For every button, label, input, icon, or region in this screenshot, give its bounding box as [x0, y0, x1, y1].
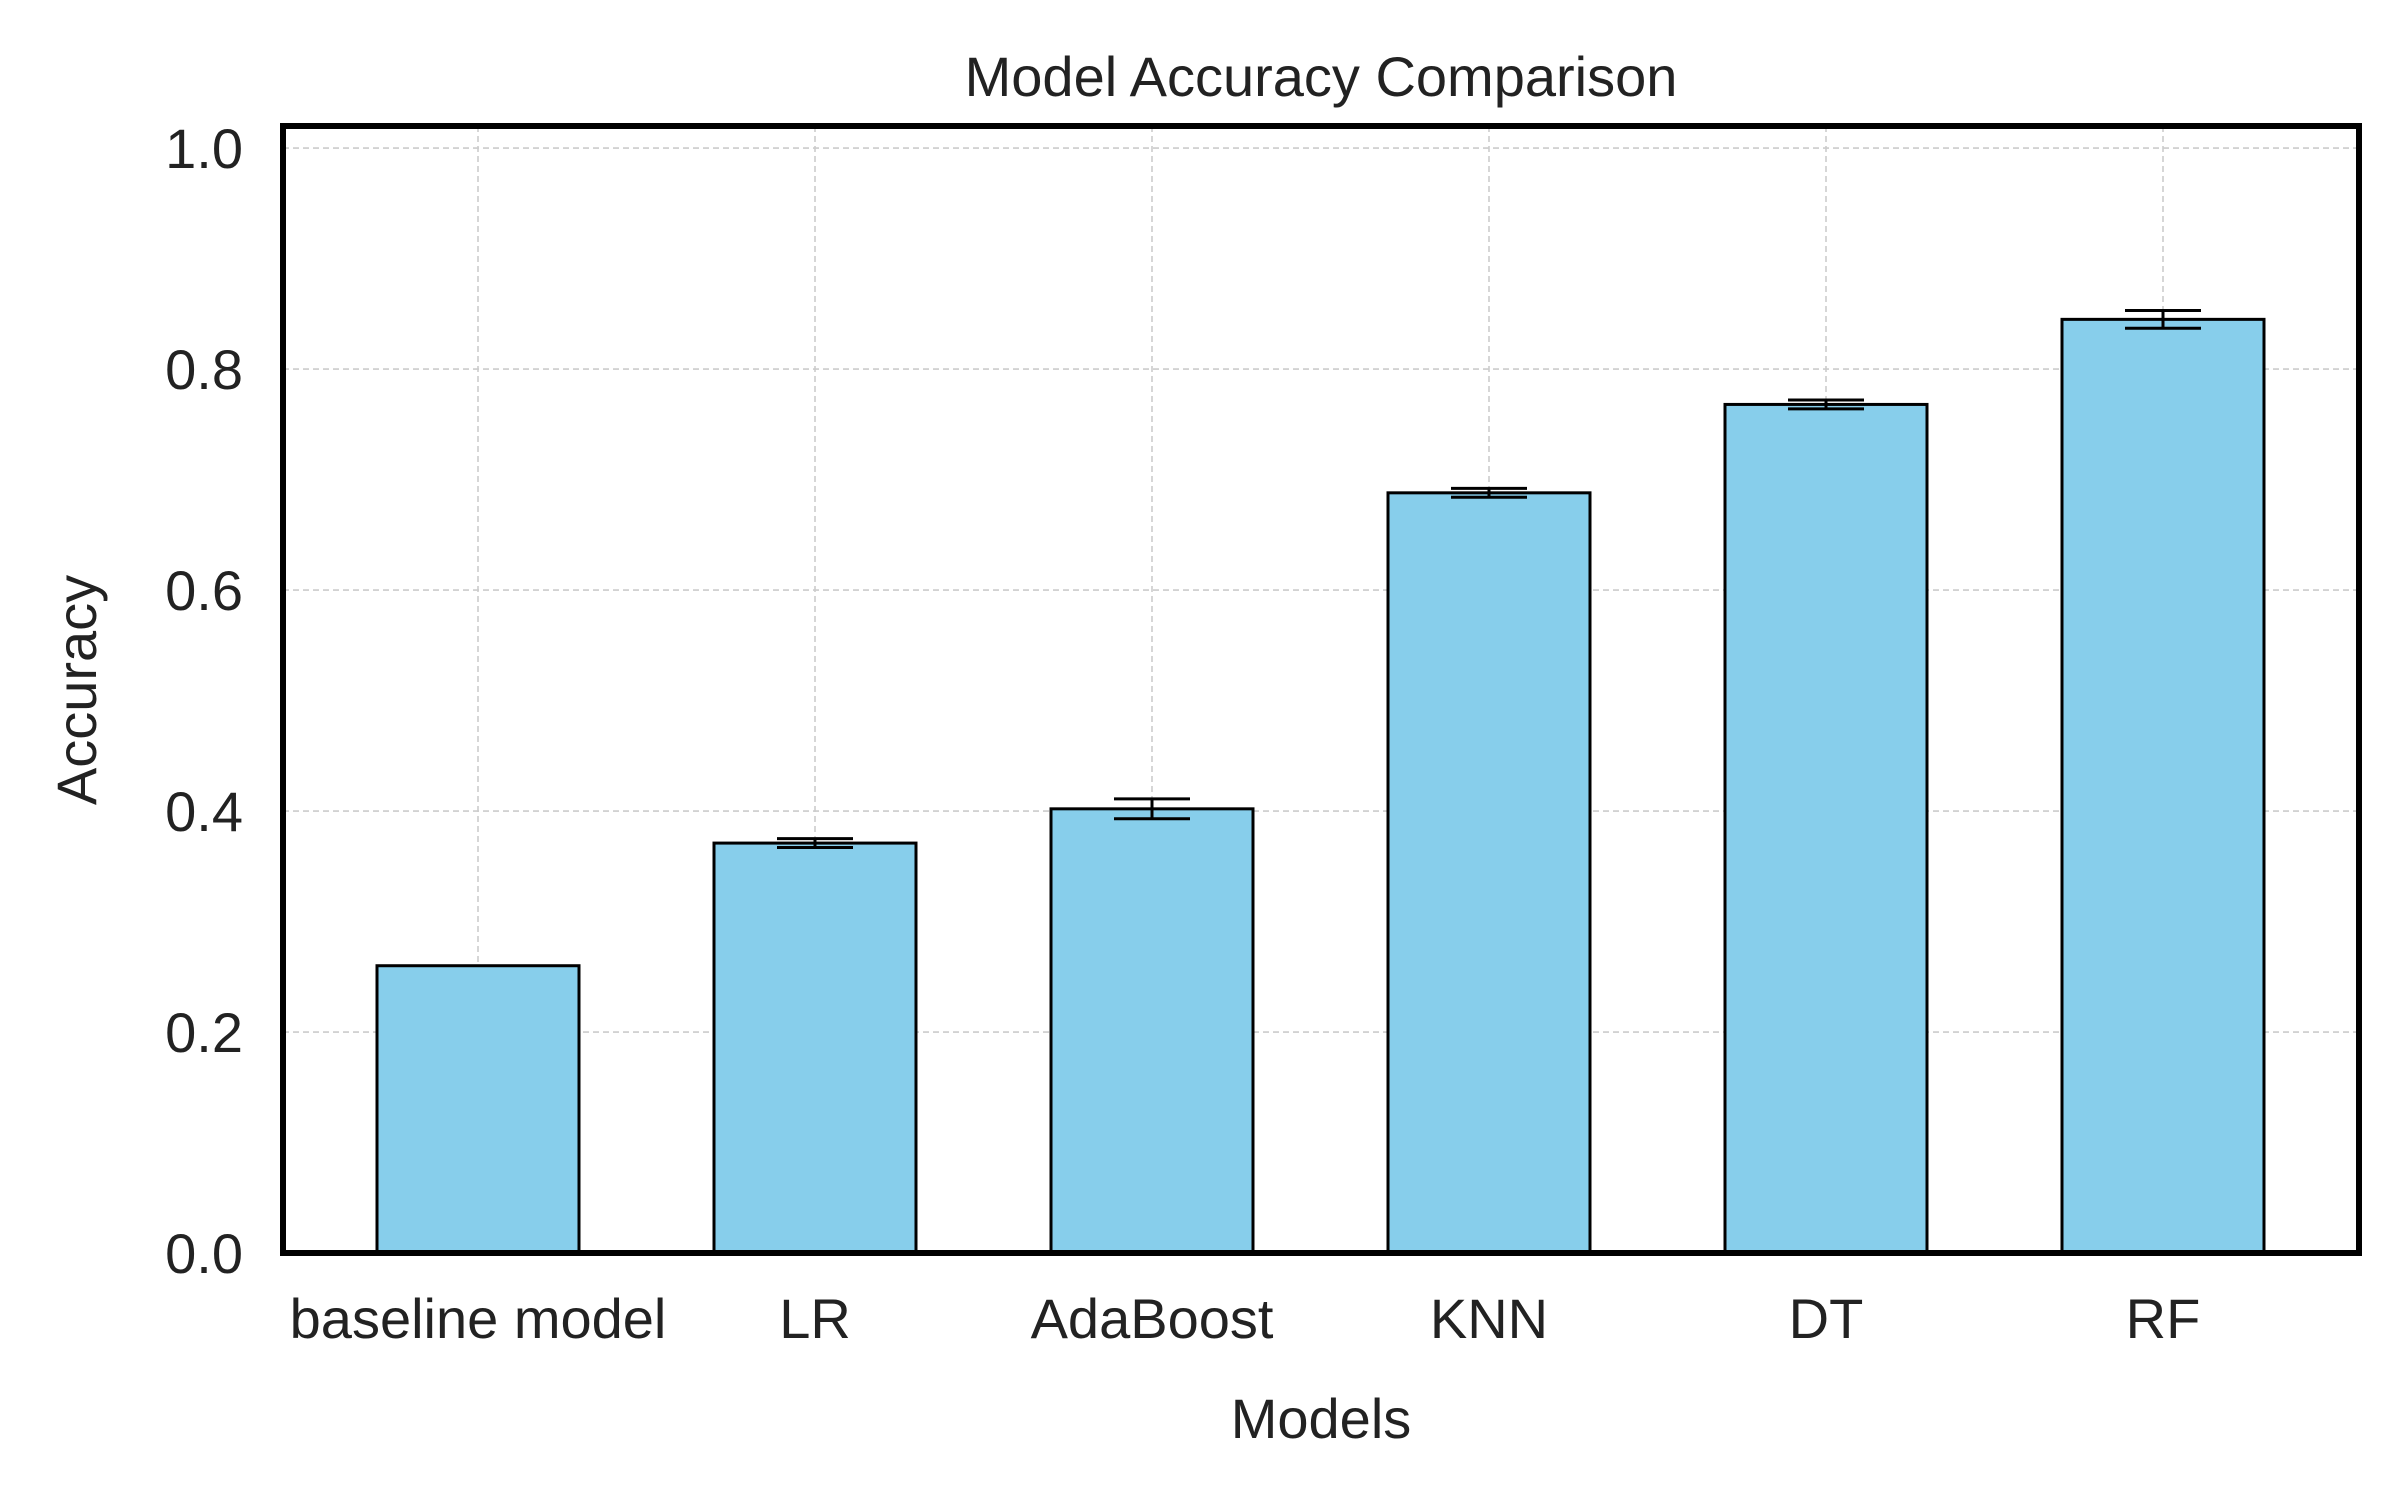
bar-rf — [2060, 317, 2266, 1255]
y-tick-label: 0.4 — [165, 780, 243, 843]
bar-baseline-model — [375, 964, 581, 1255]
x-tick-label: DT — [1789, 1287, 1864, 1350]
plot-frame — [280, 123, 2362, 1256]
y-tick-labels: 0.0 0.2 0.4 0.6 0.8 1.0 — [165, 117, 243, 1285]
x-tick-label: RF — [2126, 1287, 2201, 1350]
x-axis-label: Models — [1231, 1387, 1412, 1450]
bar-dt — [1723, 402, 1929, 1255]
x-tick-label: AdaBoost — [1031, 1287, 1274, 1350]
chart-title: Model Accuracy Comparison — [965, 45, 1678, 108]
x-tick-label: baseline model — [290, 1287, 667, 1350]
x-tick-label: KNN — [1430, 1287, 1548, 1350]
error-bars — [777, 309, 2201, 850]
bar-lr — [712, 841, 918, 1255]
y-tick-label: 0.6 — [165, 559, 243, 622]
bar-adaboost — [1049, 807, 1255, 1255]
y-tick-label: 0.8 — [165, 338, 243, 401]
y-tick-label: 0.0 — [165, 1222, 243, 1285]
bar-knn — [1386, 491, 1592, 1255]
x-tick-label: LR — [779, 1287, 851, 1350]
bars — [375, 317, 2266, 1255]
x-tick-labels: baseline model LR AdaBoost KNN DT RF — [290, 1287, 2201, 1350]
y-tick-label: 1.0 — [165, 117, 243, 180]
y-tick-label: 0.2 — [165, 1001, 243, 1064]
y-axis-label: Accuracy — [45, 575, 108, 805]
